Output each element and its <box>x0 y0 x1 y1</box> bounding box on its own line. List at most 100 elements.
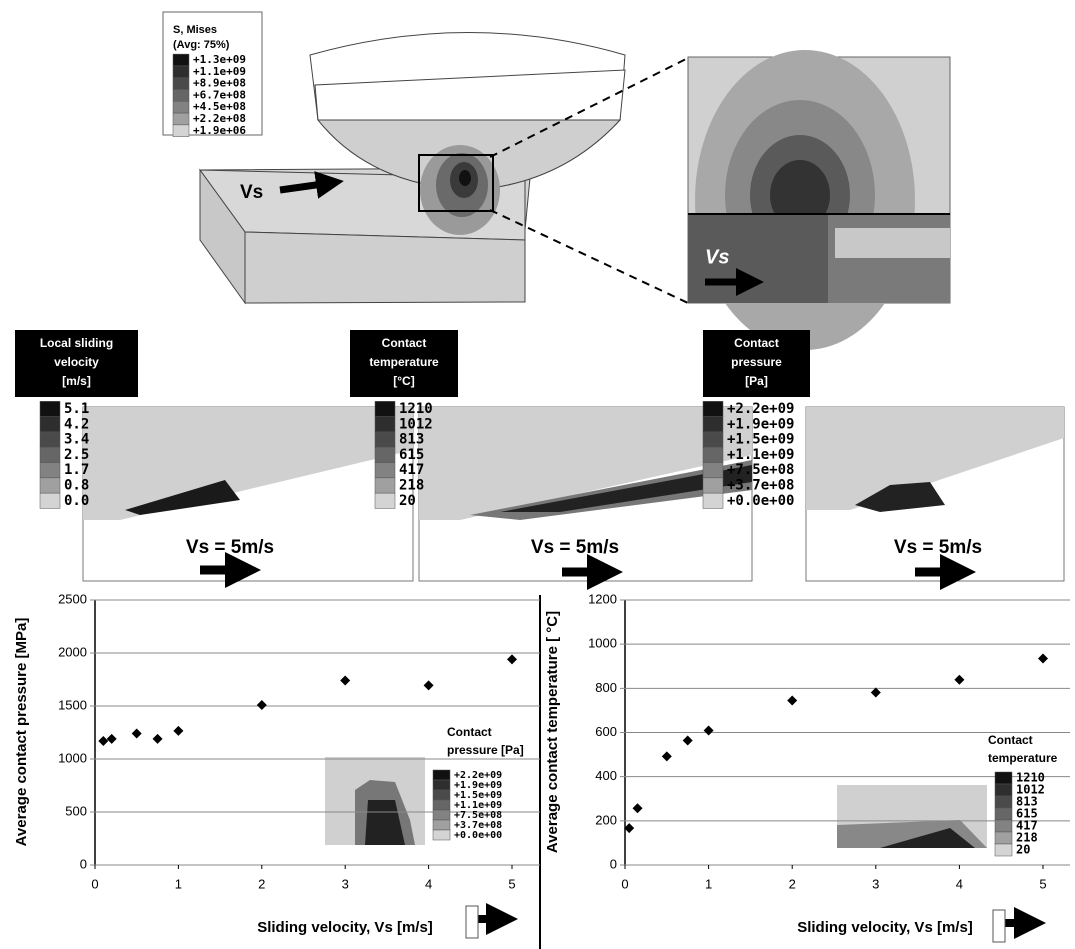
legend-swatch <box>432 819 451 831</box>
y-axis-label: Average contact pressure [MPa] <box>13 618 30 847</box>
legend-level: 2.5 <box>64 447 89 463</box>
y-tick-label: 1000 <box>58 750 87 765</box>
legend-level: 1210 <box>399 401 433 417</box>
legend-swatch <box>994 819 1013 833</box>
legend-swatch <box>39 416 61 433</box>
legend-level: +1.9e+06 <box>193 124 246 137</box>
legend-swatch <box>172 112 190 126</box>
y-tick-label: 200 <box>595 812 617 827</box>
panel-title-box <box>703 330 810 397</box>
data-point <box>661 751 672 762</box>
data-point <box>870 687 881 698</box>
data-point <box>256 699 267 710</box>
legend-level: +0.0e+00 <box>454 830 502 841</box>
data-point <box>1038 653 1048 664</box>
y-axis-label: Average contact temperature [ °C] <box>544 611 561 853</box>
legend-level: +1.9e+09 <box>454 780 502 791</box>
x-tick-label: 5 <box>1039 876 1046 891</box>
legend-swatch <box>702 401 724 417</box>
y-tick-label: 500 <box>65 803 87 818</box>
x-tick-label: 3 <box>342 876 349 891</box>
data-point <box>682 735 693 746</box>
inset-title: Contact <box>447 725 492 739</box>
legend-swatch <box>172 65 190 78</box>
legend-swatch <box>172 89 190 102</box>
legend-swatch <box>374 462 396 479</box>
legend-level: 417 <box>399 462 424 478</box>
velocity-label: Vs <box>240 182 263 203</box>
model-drawing <box>199 32 951 350</box>
legend-level: 615 <box>1016 807 1038 821</box>
x-tick-label: 2 <box>789 876 796 891</box>
panel-title: velocity <box>54 355 99 369</box>
panel-velocity-label: Vs = 5m/s <box>531 537 619 558</box>
data-point <box>340 675 351 686</box>
legend-swatch <box>432 829 451 841</box>
legend-level: +0.0e+00 <box>727 493 794 509</box>
legend-swatch <box>994 843 1013 857</box>
legend-swatch <box>172 124 190 137</box>
data-point <box>106 733 117 744</box>
legend-swatch <box>432 779 451 791</box>
zoom-velocity-label: Vs <box>705 246 729 268</box>
panel-title-box <box>15 330 138 397</box>
y-tick-label: 0 <box>80 856 87 871</box>
legend-swatch <box>994 795 1013 809</box>
panel-images <box>82 406 1065 949</box>
legend-swatch <box>994 831 1013 845</box>
x-tick-label: 4 <box>956 876 963 891</box>
legend-level: 813 <box>399 432 424 448</box>
data-point <box>624 823 635 834</box>
inset-title: temperature <box>988 751 1058 765</box>
panel-title-box <box>350 330 458 397</box>
y-tick-label: 2000 <box>58 644 87 659</box>
x-tick-label: 1 <box>175 876 182 891</box>
legend-swatch <box>994 783 1013 797</box>
legend-level: 5.1 <box>64 401 89 417</box>
panel-title: Contact <box>382 336 427 350</box>
legend-level: 1210 <box>1016 771 1045 785</box>
legend-level: 218 <box>399 478 424 494</box>
legend-swatch <box>432 769 451 781</box>
legend-swatch <box>702 431 724 448</box>
y-tick-label: 2500 <box>58 591 87 606</box>
x-tick-label: 2 <box>258 876 265 891</box>
legend-level: 1.7 <box>64 462 89 478</box>
legend-swatch <box>172 77 190 90</box>
legend-level: +1.9e+09 <box>727 416 794 432</box>
legend-level: +7.5e+08 <box>454 810 502 821</box>
legend-swatch <box>374 492 396 509</box>
legend-level: 20 <box>1016 843 1030 857</box>
x-axis-label: Sliding velocity, Vs [m/s] <box>257 919 433 936</box>
legend-swatch <box>374 416 396 433</box>
inset-title: Contact <box>988 733 1033 747</box>
data-point <box>507 654 517 665</box>
panel-title: temperature <box>369 355 439 369</box>
legend-swatch <box>702 416 724 433</box>
legend-swatch <box>172 53 190 67</box>
data-point <box>423 680 434 691</box>
legend-swatch <box>39 401 61 417</box>
legend-level: +3.7e+08 <box>727 478 794 494</box>
panel-velocity-label: Vs = 5m/s <box>186 537 274 558</box>
inset-title: pressure [Pa] <box>447 743 524 757</box>
legend-swatch <box>432 789 451 801</box>
legend-level: 417 <box>1016 819 1038 833</box>
legend-level: +2.2e+09 <box>454 770 502 781</box>
y-tick-label: 800 <box>595 680 617 695</box>
legend-level: 218 <box>1016 831 1038 845</box>
legend-level: +1.5e+09 <box>454 790 502 801</box>
data-point <box>131 728 142 739</box>
data-point <box>632 803 643 814</box>
x-tick-label: 1 <box>705 876 712 891</box>
legend-subtitle: (Avg: 75%) <box>173 39 230 51</box>
data-point <box>703 725 714 736</box>
legend-swatch <box>39 447 61 463</box>
legend-level: +1.1e+09 <box>454 800 502 811</box>
legend-level: +2.2e+09 <box>727 401 794 417</box>
legend-title: S, Mises <box>173 24 217 36</box>
legend-level: 3.4 <box>64 432 89 448</box>
panel-title: [Pa] <box>745 374 768 388</box>
y-tick-label: 0 <box>610 856 617 871</box>
x-tick-label: 0 <box>621 876 628 891</box>
